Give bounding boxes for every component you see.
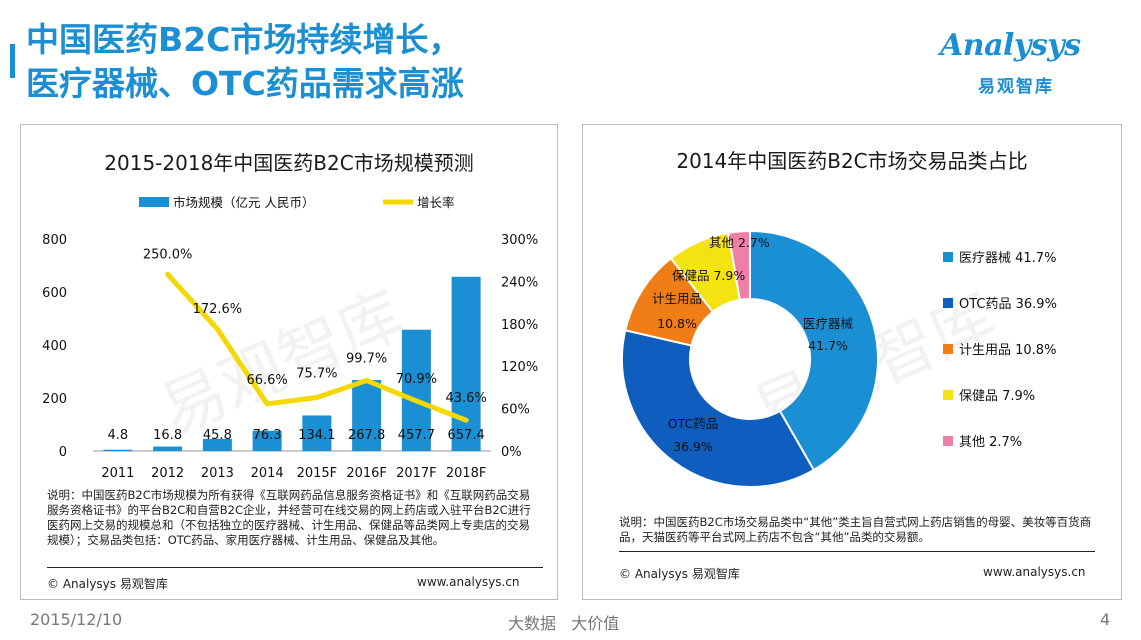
- bar-2014: [252, 430, 282, 451]
- bar-2017F: [401, 329, 431, 451]
- right-divider: [619, 551, 1095, 552]
- donut-slice-0: [749, 229, 879, 472]
- category-share-panel: 2014年中国医药B2C市场交易品类占比 易观智库 医疗器械 41.7% OTC…: [582, 124, 1122, 600]
- bar-2011: [103, 449, 133, 451]
- legend-swatch-1: [943, 298, 953, 308]
- slice-label-baojian: 保健品 7.9%: [672, 268, 745, 283]
- y-right-tick-label: 240%: [501, 275, 538, 290]
- y-right-tick-label: 120%: [501, 360, 538, 375]
- growth-rate-point: [165, 271, 171, 277]
- bar-value-label: 134.1: [298, 428, 335, 443]
- x-tick-label: 2016F: [346, 466, 387, 481]
- donut-chart-title: 2014年中国医药B2C市场交易品类占比: [676, 149, 1028, 173]
- bar-value-label: 45.8: [203, 428, 232, 443]
- y-left-tick-label: 600: [42, 286, 67, 301]
- legend-label-1: OTC药品 36.9%: [959, 297, 1057, 312]
- slice-label-otc-pct: 36.9%: [673, 439, 713, 454]
- growth-value-label: 75.7%: [296, 367, 337, 382]
- slice-label-jisheng-pct: 10.8%: [657, 316, 697, 331]
- y-right-tick-label: 0%: [501, 445, 522, 460]
- slice-label-yiliao-pct: 41.7%: [808, 338, 848, 353]
- page-title: 中国医药B2C市场持续增长， 医疗器械、OTC药品需求高涨: [26, 18, 586, 106]
- bar-2012: [153, 446, 183, 451]
- market-size-panel: 2015-2018年中国医药B2C市场规模预测 易观智库 市场规模（亿元 人民币…: [20, 124, 558, 600]
- x-tick-label: 2018F: [446, 466, 487, 481]
- growth-value-label: 70.9%: [396, 372, 437, 387]
- right-copyright: © Analysys 易观智库: [619, 567, 740, 581]
- legend-label-4: 其他 2.7%: [959, 435, 1022, 450]
- growth-rate-point: [214, 326, 220, 332]
- x-tick-label: 2015F: [297, 466, 338, 481]
- page-slogan: 大数据 大价值: [508, 614, 620, 633]
- market-size-chart: 易观智库 市场规模（亿元 人民币） 增长率 02004006008000%60%1…: [42, 195, 538, 481]
- growth-rate-point: [463, 417, 469, 423]
- y-right-tick-label: 180%: [501, 318, 538, 333]
- title-accent-bar: [10, 44, 15, 78]
- growth-rate-point: [413, 398, 419, 404]
- donut-slice-1: [621, 329, 816, 488]
- y-left-tick-label: 0: [59, 445, 67, 460]
- y-left-tick-label: 200: [42, 392, 67, 407]
- y-right-tick-label: 300%: [501, 233, 538, 248]
- page-title-line2: 医疗器械、OTC药品需求高涨: [26, 64, 464, 103]
- y-right-tick-label: 60%: [501, 403, 530, 418]
- legend-swatch-0: [943, 252, 953, 262]
- bar-2016F: [352, 380, 382, 451]
- left-divider: [47, 567, 543, 568]
- slice-label-otc-name: OTC药品: [668, 416, 718, 431]
- bar-chart-title: 2015-2018年中国医药B2C市场规模预测: [104, 151, 474, 175]
- slice-label-jisheng-name: 计生用品: [652, 291, 702, 306]
- x-tick-label: 2017F: [396, 466, 437, 481]
- donut-slice-4: [727, 229, 751, 302]
- category-share-chart: 易观智库 医疗器械 41.7% OTC药品 36.9% 计生用品 10.8% 保…: [621, 229, 1057, 488]
- legend-label-0: 医疗器械 41.7%: [959, 251, 1056, 266]
- legend-swatch-4: [943, 436, 953, 446]
- bar-value-label: 16.8: [153, 428, 182, 443]
- bar-2013: [202, 438, 232, 451]
- logo-brand-cn: 易观智库: [978, 77, 1054, 97]
- x-tick-label: 2014: [251, 466, 284, 481]
- bar-value-label: 657.4: [448, 428, 485, 443]
- x-tick-label: 2012: [151, 466, 184, 481]
- growth-value-label: 43.6%: [445, 391, 486, 406]
- growth-rate-point: [264, 401, 270, 407]
- x-tick-label: 2011: [101, 466, 134, 481]
- y-left-tick-label: 400: [42, 339, 67, 354]
- bar-value-label: 267.8: [348, 428, 385, 443]
- left-copyright: © Analysys 易观智库: [47, 577, 168, 591]
- legend-label-2: 计生用品 10.8%: [959, 343, 1056, 358]
- analysys-logo: Analysys 易观智库: [940, 28, 1110, 98]
- right-website-link[interactable]: www.analysys.cn: [983, 565, 1086, 579]
- growth-value-label: 250.0%: [143, 247, 193, 262]
- bar-value-label: 457.7: [398, 428, 435, 443]
- page-title-line1: 中国医药B2C市场持续增长，: [26, 20, 462, 59]
- legend-bar-swatch: [139, 197, 169, 207]
- page-date: 2015/12/10: [30, 610, 123, 629]
- left-note: 说明：中国医药B2C市场规模为所有获得《互联网药品信息服务资格证书》和《互联网药…: [47, 488, 531, 547]
- page-number: 4: [1100, 610, 1111, 629]
- right-note: 说明：中国医药B2C市场交易品类中“其他”类主旨自营式网上药店销售的母婴、美妆等…: [619, 515, 1092, 544]
- legend-line-label: 增长率: [417, 195, 455, 210]
- growth-value-label: 172.6%: [193, 302, 243, 317]
- bar-2015F: [302, 415, 332, 451]
- growth-rate-point: [364, 378, 370, 384]
- slice-label-yiliao-name: 医疗器械: [803, 316, 854, 331]
- logo-brand-text: Analysys: [940, 28, 1081, 63]
- growth-value-label: 99.7%: [346, 352, 387, 367]
- legend-label-3: 保健品 7.9%: [959, 389, 1035, 404]
- legend-swatch-2: [943, 344, 953, 354]
- bar-2018F: [451, 276, 481, 451]
- legend-swatch-3: [943, 390, 953, 400]
- bar-value-label: 76.3: [253, 428, 282, 443]
- bar-value-label: 4.8: [108, 428, 129, 443]
- x-tick-label: 2013: [201, 466, 234, 481]
- slice-label-qita: 其他 2.7%: [709, 235, 770, 250]
- legend-bar-label: 市场规模（亿元 人民币）: [173, 195, 314, 210]
- left-website-link[interactable]: www.analysys.cn: [417, 575, 520, 589]
- y-left-tick-label: 800: [42, 233, 67, 248]
- growth-value-label: 66.6%: [246, 373, 287, 388]
- growth-rate-point: [314, 395, 320, 401]
